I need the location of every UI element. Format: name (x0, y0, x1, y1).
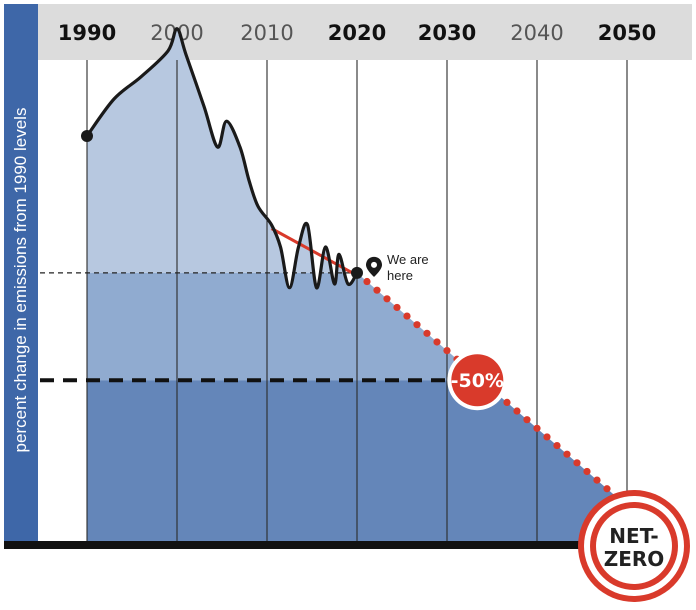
area-band-mid (87, 272, 627, 381)
projection-dot (553, 441, 561, 450)
x-tick-label-2050: 2050 (598, 21, 656, 45)
year-header-band (38, 4, 692, 60)
projection-dot (443, 347, 451, 355)
x-tick-label-2000: 2000 (150, 21, 203, 45)
x-tick-label-2040: 2040 (510, 21, 563, 45)
baseline-bar (4, 541, 604, 549)
projection-dot (593, 476, 601, 484)
projection-dot (393, 303, 401, 312)
x-tick-label-2030: 2030 (418, 21, 476, 45)
projection-dot (433, 338, 441, 346)
history-series-line (85, 27, 359, 290)
projection-dot (513, 407, 521, 415)
projection-dot (403, 312, 411, 320)
half-target-label: -50% (451, 370, 504, 392)
projection-dot (383, 295, 391, 303)
projection-dot (603, 485, 611, 493)
projection-dot (413, 321, 421, 329)
y-axis-bar (4, 4, 38, 546)
x-tick-label-2010: 2010 (240, 21, 293, 45)
projection-dot (583, 467, 591, 476)
net-zero-badge: NET- ZERO (578, 490, 690, 602)
x-tick-label-1990: 1990 (58, 21, 116, 45)
location-pin-icon (366, 256, 382, 277)
net-zero-label-line2: ZERO (604, 547, 665, 571)
projection-dot (373, 286, 381, 294)
half-target-badge: -50% (447, 350, 508, 411)
year-gridlines (86, 60, 628, 545)
projection-dot (423, 329, 431, 337)
projection-dot (503, 398, 511, 406)
x-tick-label-2020: 2020 (328, 21, 386, 45)
x-tick-labels: 1990 2000 2010 2020 2030 2040 2050 (58, 21, 656, 45)
y-axis-label: percent change in emissions from 1990 le… (11, 108, 30, 453)
start-point-marker (81, 130, 93, 142)
current-point-marker (351, 266, 363, 279)
we-are-here-label: We are here (387, 252, 429, 283)
projection-dot (543, 433, 551, 441)
projection-dot (363, 277, 371, 286)
projection-dot (563, 450, 571, 458)
projection-dot (573, 459, 581, 467)
projection-dot (533, 424, 541, 432)
projection-dot (523, 416, 531, 424)
net-zero-label-line1: NET- (609, 524, 658, 548)
